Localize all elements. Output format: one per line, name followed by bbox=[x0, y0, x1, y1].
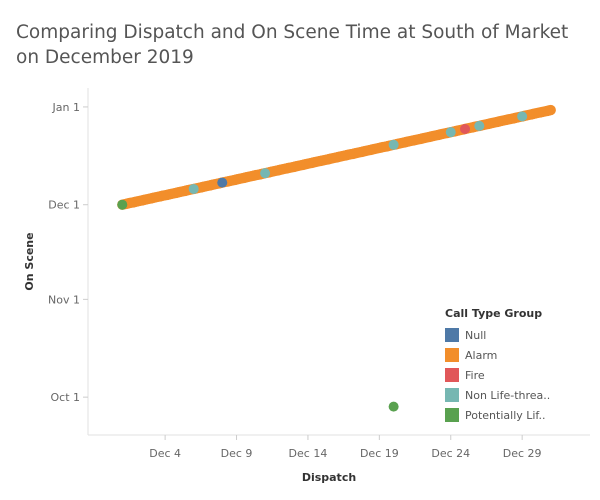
x-tick-label: Dec 9 bbox=[221, 447, 253, 460]
legend-label: Potentially Lif.. bbox=[465, 408, 546, 422]
legend-label: Fire bbox=[465, 368, 485, 382]
y-tick-label: Oct 1 bbox=[50, 391, 80, 404]
legend-title: Call Type Group bbox=[445, 307, 543, 320]
legend-swatch bbox=[445, 328, 459, 342]
x-tick-label: Dec 24 bbox=[431, 447, 470, 460]
potentially-lif-point bbox=[117, 199, 128, 210]
plot-frame bbox=[87, 88, 590, 436]
non-life-threa-point bbox=[188, 183, 199, 194]
legend-item: Non Life-threa.. bbox=[445, 385, 550, 405]
legend-label: Null bbox=[465, 328, 487, 342]
y-tick-label: Jan 1 bbox=[52, 101, 80, 114]
alarm-band-layer bbox=[117, 104, 556, 210]
chart-title: Comparing Dispatch and On Scene Time at … bbox=[16, 22, 569, 68]
fire-point bbox=[460, 124, 471, 135]
x-tick-label: Dec 4 bbox=[149, 447, 181, 460]
legend-item: Fire bbox=[445, 365, 550, 385]
non-life-threa-point bbox=[474, 120, 485, 131]
legend-label: Alarm bbox=[465, 348, 498, 362]
legend: Call Type Group Null Alarm Fire Non Life-th… bbox=[445, 307, 550, 425]
legend-item: Potentially Lif.. bbox=[445, 405, 550, 425]
non-life-threa-point bbox=[517, 111, 528, 122]
x-tick-label: Dec 19 bbox=[360, 447, 399, 460]
null-point bbox=[217, 177, 228, 188]
legend-item: Alarm bbox=[445, 345, 550, 365]
x-tick-label: Dec 29 bbox=[503, 447, 542, 460]
legend-item: Null bbox=[445, 325, 550, 345]
legend-swatch bbox=[445, 408, 459, 422]
y-axis-ticks: Oct 1 Nov 1 Dec 1 Jan 1 bbox=[48, 101, 88, 404]
y-axis-title: On Scene bbox=[23, 232, 36, 290]
legend-swatch bbox=[445, 368, 459, 382]
y-tick-label: Nov 1 bbox=[48, 293, 80, 306]
x-tick-label: Dec 14 bbox=[289, 447, 328, 460]
legend-label: Non Life-threa.. bbox=[465, 388, 551, 402]
x-axis-ticks: Dec 4 Dec 9 Dec 14 Dec 19 Dec 24 Dec 29 bbox=[149, 435, 542, 460]
legend-swatch bbox=[445, 348, 459, 362]
legend-swatch bbox=[445, 388, 459, 402]
legend-items: Null Alarm Fire Non Life-threa.. Potentially… bbox=[445, 325, 550, 425]
y-tick-label: Dec 1 bbox=[48, 199, 80, 212]
non-life-threa-point bbox=[260, 168, 271, 179]
alarm-point bbox=[545, 104, 556, 116]
non-life-threa-point bbox=[388, 139, 399, 150]
potentially-lif-point bbox=[388, 401, 399, 412]
data-points-layer bbox=[117, 111, 528, 412]
non-life-threa-point bbox=[445, 127, 456, 138]
x-axis-title: Dispatch bbox=[302, 471, 356, 484]
